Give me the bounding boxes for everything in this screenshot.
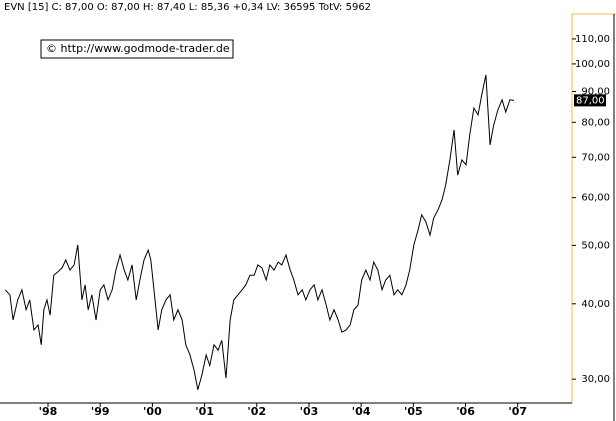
y-tick-label: 110,00 <box>575 34 610 45</box>
last-price-label: 87,00 <box>576 95 605 106</box>
x-tick-label: '05 <box>404 405 423 418</box>
x-tick-label: '07 <box>508 405 527 418</box>
y-tick-label: 30,00 <box>581 374 610 385</box>
x-tick-label: '98 <box>39 405 58 418</box>
x-tick-label: '99 <box>91 405 110 418</box>
x-tick-label: '04 <box>352 405 371 418</box>
last-price-box <box>574 94 606 107</box>
x-tick-label: '00 <box>143 405 162 418</box>
x-tick-label: '02 <box>247 405 266 418</box>
annotation-box <box>40 39 234 59</box>
header-text: EVN [15] C: 87,00 O: 87,00 H: 87,40 L: 8… <box>4 2 371 13</box>
y-tick-label: 50,00 <box>581 240 610 251</box>
y-tick-label: 90,00 <box>581 86 610 97</box>
annotation: © http://www.godmode-trader.de <box>46 42 230 55</box>
price-line <box>4 74 515 390</box>
y-tick-label: 70,00 <box>581 152 610 163</box>
y-tick-label: 40,00 <box>581 299 610 310</box>
x-tick-label: '06 <box>456 405 475 418</box>
y-tick-label: 100,00 <box>575 59 610 70</box>
x-tick-label: '01 <box>195 405 214 418</box>
x-tick-label: '03 <box>300 405 319 418</box>
y-tick-label: 80,00 <box>581 117 610 128</box>
y-tick-label: 60,00 <box>581 193 610 204</box>
